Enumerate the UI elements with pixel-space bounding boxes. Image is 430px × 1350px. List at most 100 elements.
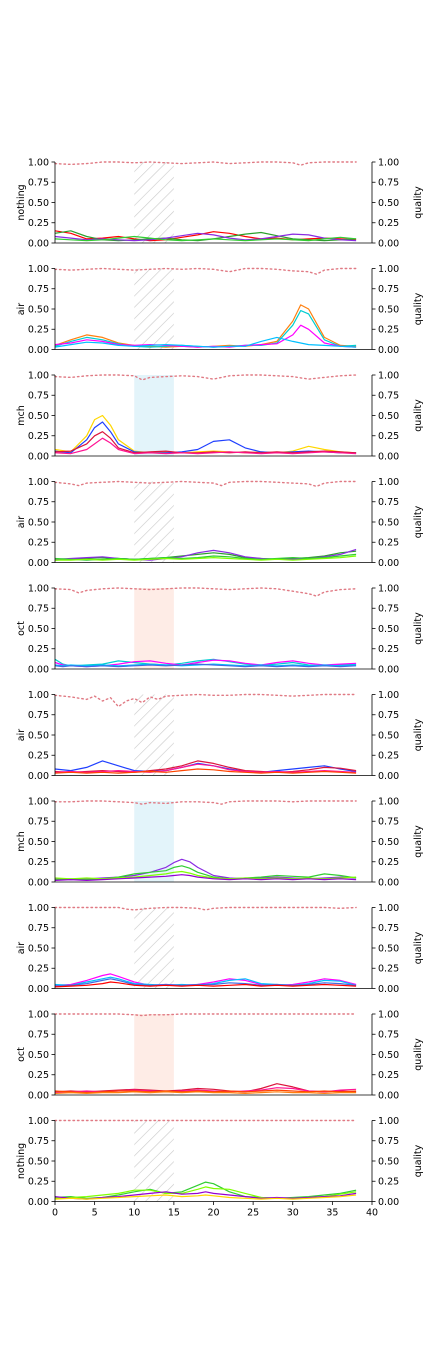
stimulus-window: [134, 162, 174, 243]
panel-8: 0.00 0.00 0.25 0.25 0.50 0.50 0.75 0.75 1.00 1.00…: [16, 1009, 424, 1101]
panel-3: 0.00 0.00 0.25 0.25 0.50 0.50 0.75 0.75 1.00 1.00…: [16, 477, 424, 569]
series-line-3: [54, 336, 357, 348]
right-ylabel: quality: [413, 718, 424, 751]
panel-6: 0.00 0.00 0.25 0.25 0.50 0.50 0.75 0.75 1.00 1.00…: [16, 796, 424, 888]
left-ytick-label: 1.00: [28, 690, 49, 701]
right-ylabel: quality: [413, 292, 424, 325]
left-ytick-label: 0.50: [28, 943, 49, 954]
right-ytick-label: 0.25: [378, 218, 399, 229]
panel-9: 0.00 0.00 0.25 0.25 0.50 0.50 0.75 0.75 1.00 1.00…: [16, 1116, 424, 1219]
left-ytick-label: 1.00: [28, 583, 49, 594]
left-ytick-label: 0.00: [28, 238, 49, 249]
right-ytick-label: 0.25: [378, 751, 399, 762]
quality-line: [54, 374, 357, 381]
right-ytick-label: 0.75: [378, 923, 399, 934]
right-ytick-label: 0.00: [378, 238, 399, 249]
left-ytick-label: 0.75: [28, 1136, 49, 1147]
right-ytick-label: 0.00: [378, 345, 399, 356]
left-ytick-label: 0.00: [28, 1090, 49, 1101]
right-ylabel: quality: [413, 1038, 424, 1071]
right-ytick-label: 1.00: [378, 477, 399, 488]
ylabel: oct: [16, 621, 27, 636]
left-ytick-label: 0.25: [28, 644, 49, 655]
right-ytick-label: 0.50: [378, 624, 399, 635]
left-ytick-label: 1.00: [28, 264, 49, 275]
left-ytick-label: 0.25: [28, 325, 49, 336]
right-ytick-label: 0.00: [378, 451, 399, 462]
left-ytick-label: 0.75: [28, 923, 49, 934]
series-line-2: [54, 1191, 357, 1200]
panel-0: 0.00 0.00 0.25 0.25 0.50 0.50 0.75 0.75 1.00 1.00…: [16, 157, 424, 249]
right-ytick-label: 0.00: [378, 558, 399, 569]
right-ylabel: quality: [413, 1144, 424, 1177]
right-ytick-label: 0.50: [378, 411, 399, 422]
left-ytick-label: 0.50: [28, 837, 49, 848]
ylabel: nothing: [16, 1143, 27, 1179]
left-ytick-label: 0.00: [28, 451, 49, 462]
left-ytick-label: 0.00: [28, 877, 49, 888]
right-ytick-label: 0.75: [378, 391, 399, 402]
right-ytick-label: 0.50: [378, 943, 399, 954]
right-ytick-label: 0.75: [378, 817, 399, 828]
series-line-2: [54, 978, 357, 987]
right-ytick-label: 1.00: [378, 583, 399, 594]
stimulus-window: [134, 907, 174, 989]
ylabel: air: [16, 729, 27, 741]
series-line-0: [54, 414, 357, 454]
left-ytick-label: 0.25: [28, 964, 49, 975]
right-ytick-label: 1.00: [378, 690, 399, 701]
right-ytick-label: 1.00: [378, 1009, 399, 1020]
right-ytick-label: 0.50: [378, 730, 399, 741]
xtick-label: 25: [247, 1208, 259, 1219]
right-ytick-label: 1.00: [378, 796, 399, 807]
left-ytick-label: 0.75: [28, 284, 49, 295]
left-ytick-label: 0.25: [28, 1070, 49, 1081]
left-ytick-label: 0.50: [28, 1156, 49, 1167]
ylabel: air: [16, 303, 27, 315]
left-ytick-label: 0.75: [28, 1030, 49, 1041]
right-ytick-label: 1.00: [378, 1116, 399, 1127]
stimulus-window: [134, 375, 174, 456]
left-ytick-label: 0.50: [28, 730, 49, 741]
left-ytick-label: 0.75: [28, 178, 49, 189]
xtick-label: 15: [168, 1208, 180, 1219]
right-ytick-label: 0.25: [378, 325, 399, 336]
series-line-3: [54, 1091, 357, 1094]
left-ytick-label: 0.75: [28, 604, 49, 615]
xtick-label: 5: [92, 1208, 98, 1219]
panel-5: 0.00 0.00 0.25 0.25 0.50 0.50 0.75 0.75 1.00 1.00…: [16, 690, 424, 782]
series-line-2: [54, 663, 357, 667]
left-ytick-label: 1.00: [28, 1116, 49, 1127]
series-line-3: [54, 663, 357, 668]
left-ytick-label: 0.25: [28, 857, 49, 868]
stimulus-window: [134, 481, 174, 563]
series-line-1: [54, 421, 357, 454]
panels-container: 0.00 0.00 0.25 0.25 0.50 0.50 0.75 0.75 1.00 1.00…: [16, 157, 424, 1218]
right-ytick-label: 0.25: [378, 964, 399, 975]
quality-line: [54, 693, 357, 708]
xtick-label: 30: [287, 1208, 299, 1219]
series-line-2: [54, 870, 357, 880]
right-ytick-label: 1.00: [378, 370, 399, 381]
right-ylabel: quality: [413, 399, 424, 432]
right-ytick-label: 0.00: [378, 771, 399, 782]
quality-line: [54, 161, 357, 166]
left-ytick-label: 1.00: [28, 796, 49, 807]
quality-line: [54, 267, 357, 275]
series-line-3: [55, 555, 357, 561]
right-ytick-label: 0.75: [378, 604, 399, 615]
series-line-2: [54, 553, 357, 561]
left-ytick-label: 0.50: [28, 517, 49, 528]
series-line-2: [54, 1089, 357, 1094]
right-ytick-label: 0.75: [378, 710, 399, 721]
quality-line: [54, 1013, 357, 1017]
right-ytick-label: 0.25: [378, 1177, 399, 1188]
left-ytick-label: 0.25: [28, 218, 49, 229]
series-line-3: [54, 437, 357, 455]
left-ytick-label: 0.00: [28, 1197, 49, 1208]
stimulus-window: [134, 801, 174, 882]
right-ytick-label: 0.00: [378, 877, 399, 888]
right-ytick-label: 0.25: [378, 644, 399, 655]
left-ytick-label: 0.25: [28, 1177, 49, 1188]
right-ytick-label: 0.50: [378, 1156, 399, 1167]
